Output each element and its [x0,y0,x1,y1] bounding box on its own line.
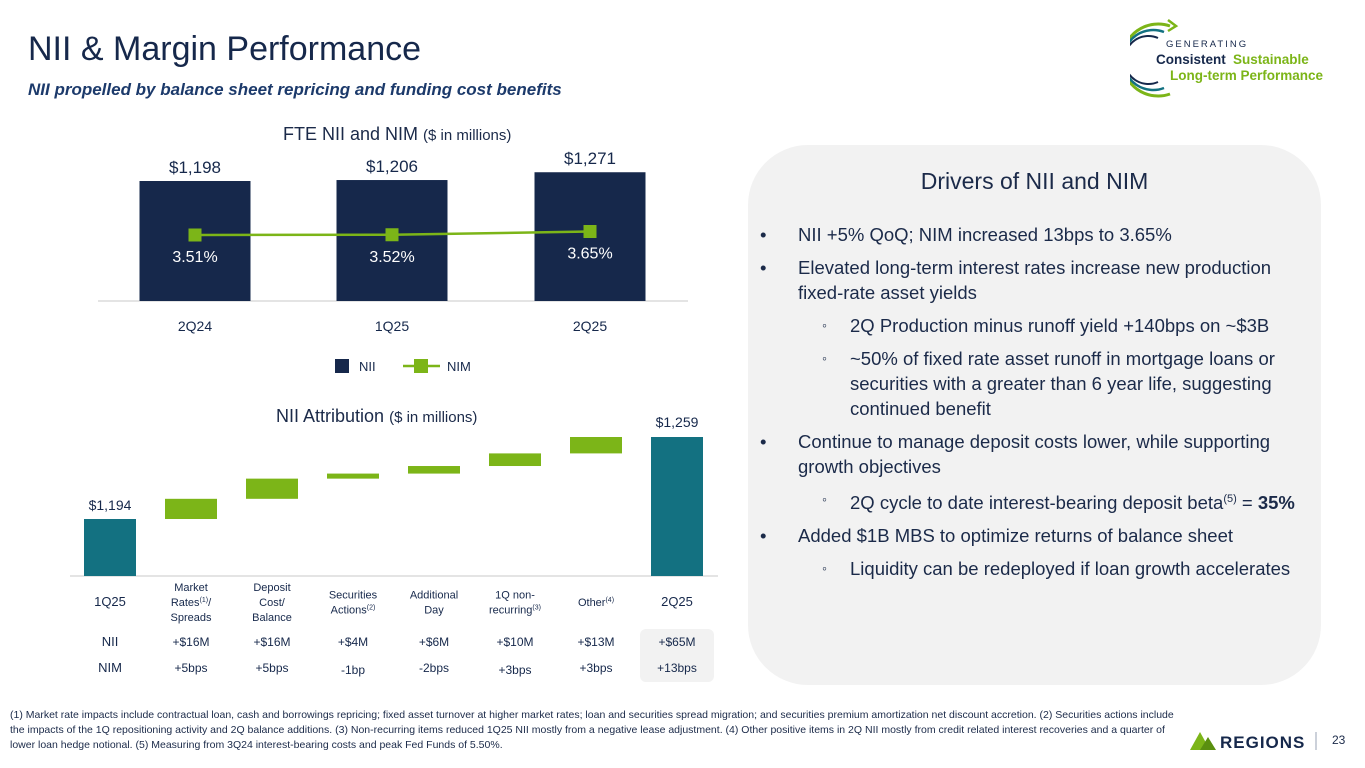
nim-label: 3.52% [369,249,414,266]
nii-bar-label: $1,271 [564,149,616,168]
nim-label: 3.51% [172,249,217,266]
x-tick-label: Deposit [253,582,290,594]
x-tick-label: Actions(2) [331,605,376,617]
page-subtitle: NII propelled by balance sheet repricing… [28,80,562,99]
x-tick-label: 2Q25 [573,318,607,334]
logo-arc-icon [1130,22,1171,98]
beta-footnote-ref: (5) [1223,493,1237,505]
driver-sub-bullet: ~50% of fixed rate asset runoff in mortg… [760,346,1305,421]
x-tick-label: 1Q25 [94,594,126,609]
nii-nim-chart-title-text: FTE NII and NIM [283,124,419,144]
x-tick-label: Other(4) [578,597,614,609]
x-tick-label: Balance [252,612,292,624]
nii-table-cell: +$16M [172,635,209,649]
nim-table-cell: +5bps [174,661,207,675]
drivers-list: NII +5% QoQ; NIM increased 13bps to 3.65… [760,222,1305,589]
nim-table-cell: -1bp [341,663,365,677]
end-bar-label: $1,259 [656,414,699,430]
table-row-label: NIM [98,660,122,675]
waterfall-step-bar [327,473,379,479]
nim-point [188,228,202,242]
driver-bullet: NII +5% QoQ; NIM increased 13bps to 3.65… [760,222,1305,247]
start-bar [84,519,136,576]
x-tick-label: Day [424,605,444,617]
nii-attribution-chart: $1,194 $1,259 1Q25 Market Rates(1)/ Spreads De… [70,414,718,682]
x-tick-label: Cost/ [259,597,286,609]
x-tick-label: 1Q25 [375,318,409,334]
waterfall-step-bar [489,453,541,467]
waterfall-step-bar [246,478,298,499]
nim-point [385,228,399,242]
driver-bullet: Added $1B MBS to optimize returns of bal… [760,523,1305,548]
nii-attribution-title-note: ($ in millions) [389,409,478,426]
x-tick-label: Rates(1)/ [171,597,212,609]
start-bar-label: $1,194 [89,497,132,513]
legend-nim-swatch [414,359,428,373]
nim-table-cell: +3bps [498,663,531,677]
beta-text: 2Q cycle to date interest-bearing deposi… [850,492,1224,514]
waterfall-step-bar [165,498,217,519]
end-bar [651,437,703,576]
nim-label: 3.65% [567,246,612,263]
legend-nim-label: NIM [447,359,471,374]
drivers-title: Drivers of NII and NIM [920,168,1149,194]
waterfall-step-bar [408,466,460,474]
driver-bullet: Elevated long-term interest rates increa… [760,255,1305,305]
x-tick-label: 2Q25 [661,594,693,609]
driver-sub-bullet: 2Q Production minus runoff yield +140bps… [760,313,1305,338]
footnotes: (1) Market rate impacts include contract… [10,709,1174,751]
x-tick-label: recurring(3) [489,605,541,617]
x-tick-label: Additional [410,590,458,602]
logo-line2b: Sustainable [1233,52,1309,67]
nim-table-cell: +5bps [255,661,288,675]
nii-nim-chart-title: FTE NII and NIM ($ in millions) [283,124,511,145]
nim-table-cell: -2bps [419,661,449,675]
nim-point [583,225,597,238]
nii-nim-chart: $1,198 2Q24 $1,206 1Q25 $1,271 2Q25 3.51% 3.52%… [98,149,688,374]
legend-nii-swatch [335,359,349,373]
x-tick-label: Spreads [171,612,212,624]
x-tick-label: Market [174,582,208,594]
waterfall-step-bar [570,437,622,454]
nii-bar-label: $1,198 [169,158,221,177]
x-tick-label: Securities [329,590,378,602]
nii-bar-label: $1,206 [366,157,418,176]
total-cell-highlight [640,629,714,682]
beta-equals: = [1236,492,1258,514]
nii-nim-chart-title-note: ($ in millions) [423,127,512,144]
nii-attribution-title: NII Attribution ($ in millions) [276,406,477,427]
nii-table-cell: +$4M [338,635,368,649]
logo-line3: Long-term Performance [1170,68,1324,83]
logo-line2a: Consistent [1156,52,1226,67]
x-tick-label: 2Q24 [178,318,212,334]
driver-sub-bullet: Liquidity can be redeployed if loan grow… [760,556,1305,581]
nii-table-cell: +$6M [419,635,449,649]
logo-line1: GENERATING [1166,39,1248,50]
nii-table-cell: +$10M [496,635,533,649]
regions-logo: REGIONS [1190,732,1317,752]
page-number: 23 [1332,733,1346,747]
table-row-label: NII [102,634,119,649]
nim-table-cell: +3bps [579,661,612,675]
nii-table-cell: +$13M [577,635,614,649]
nim-table-cell: +13bps [657,661,697,675]
page-title: NII & Margin Performance [28,30,422,68]
legend-nii-label: NII [359,359,376,374]
driver-sub-bullet: 2Q cycle to date interest-bearing deposi… [760,487,1305,515]
beta-value: 35% [1257,492,1295,514]
x-tick-label: 1Q non- [495,590,535,602]
generating-logo: GENERATING Consistent Sustainable Long-t… [1130,19,1324,98]
nii-attribution-title-text: NII Attribution [276,406,385,426]
regions-wordmark: REGIONS [1220,733,1305,752]
nii-table-cell: +$65M [658,635,695,649]
nii-table-cell: +$16M [253,635,290,649]
driver-bullet: Continue to manage deposit costs lower, … [760,429,1305,479]
